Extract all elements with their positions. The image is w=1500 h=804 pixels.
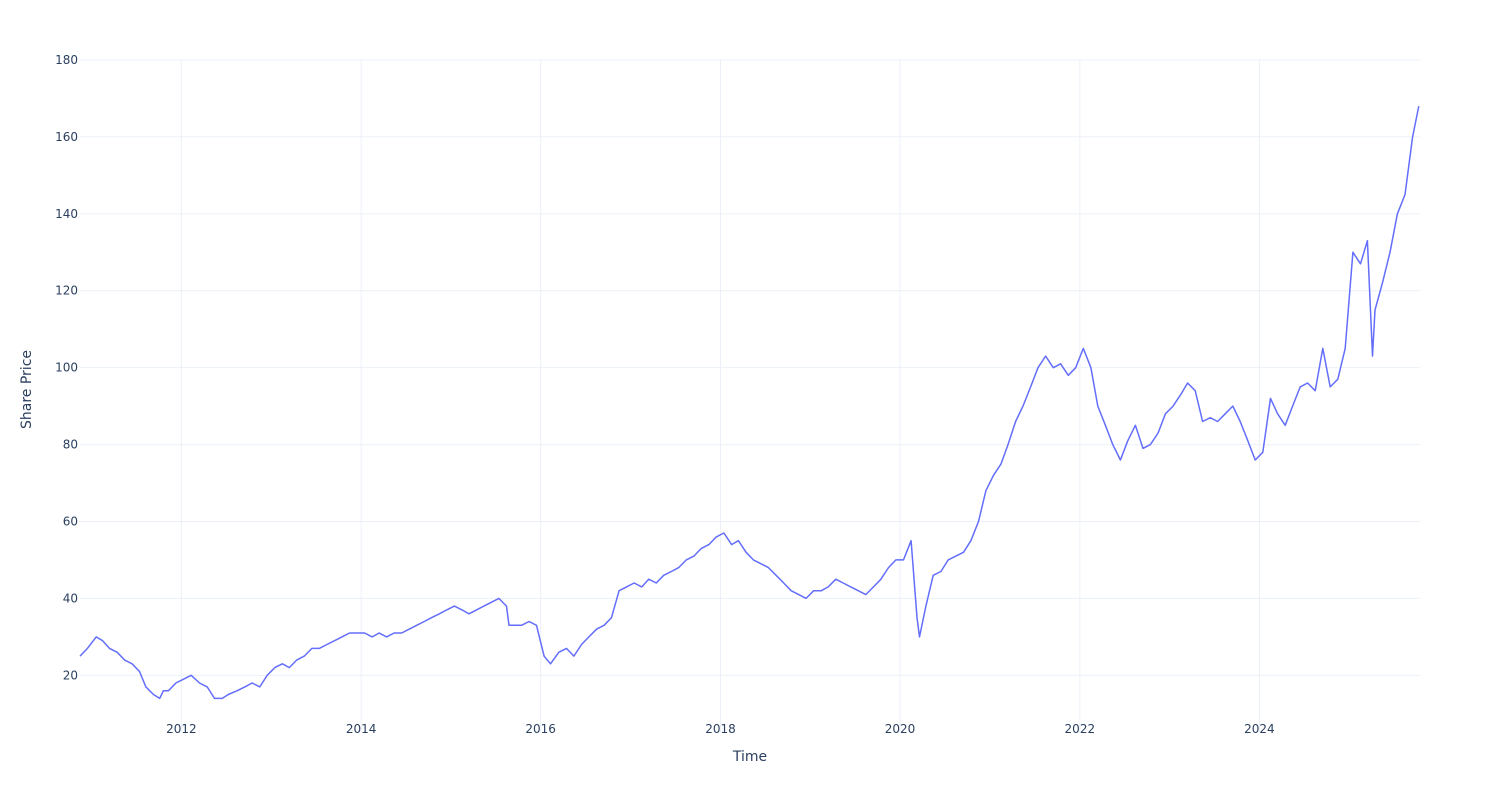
x-tick-label: 2022 xyxy=(1065,722,1096,736)
y-tick-label: 120 xyxy=(55,284,78,298)
y-tick-label: 180 xyxy=(55,53,78,67)
x-axis-ticks: 2012 2014 2016 2018 2020 2022 2024 xyxy=(166,722,1275,736)
y-axis-ticks: 20 40 60 80 100 120 140 160 180 xyxy=(55,53,78,682)
y-tick-label: 140 xyxy=(55,207,78,221)
y-tick-label: 60 xyxy=(63,514,78,528)
grid-lines xyxy=(80,59,1420,733)
series-line xyxy=(79,105,1420,700)
x-tick-label: 2012 xyxy=(166,722,197,736)
y-tick-label: 20 xyxy=(63,668,78,682)
x-tick-label: 2016 xyxy=(525,722,556,736)
y-tick-label: 100 xyxy=(55,361,78,375)
series-layer xyxy=(79,105,1420,700)
x-tick-label: 2018 xyxy=(705,722,736,736)
x-tick-label: 2014 xyxy=(346,722,377,736)
y-tick-label: 80 xyxy=(63,438,78,452)
x-axis-title: Time xyxy=(732,749,767,765)
x-tick-label: 2024 xyxy=(1244,722,1275,736)
y-tick-label: 40 xyxy=(63,591,78,605)
x-tick-label: 2020 xyxy=(885,722,916,736)
y-tick-label: 160 xyxy=(55,130,78,144)
y-axis-title: Share Price xyxy=(19,350,35,429)
